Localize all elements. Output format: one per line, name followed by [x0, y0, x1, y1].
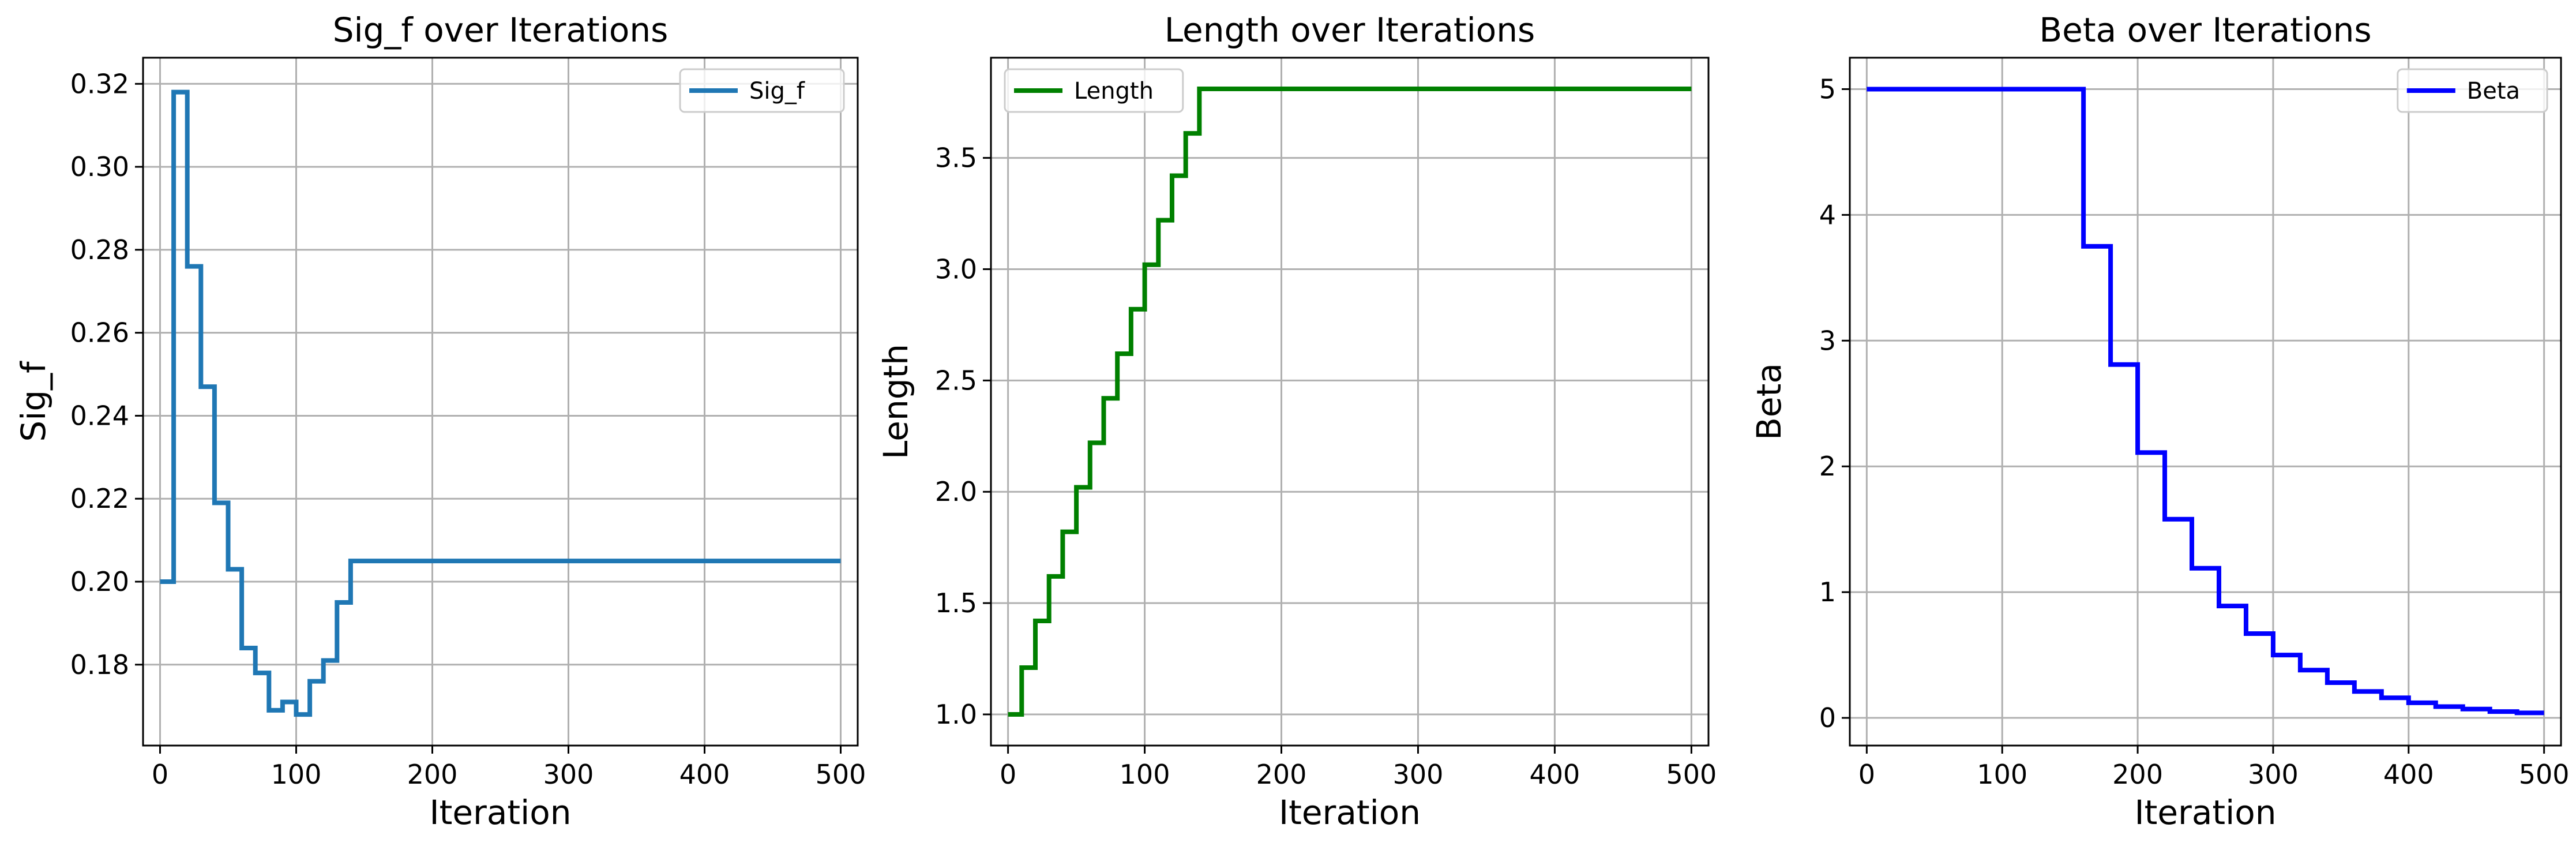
x-tick-label: 500 [1666, 759, 1717, 790]
x-tick-label: 400 [679, 759, 730, 790]
x-tick-label: 100 [1120, 759, 1170, 790]
y-tick-label: 5 [1819, 73, 1836, 104]
series-line-sig_f [160, 89, 841, 717]
x-tick-label: 100 [271, 759, 322, 790]
x-tick-label: 200 [1256, 759, 1307, 790]
x-tick-label: 200 [407, 759, 458, 790]
legend-box [2397, 68, 2548, 113]
axes-frame [1849, 57, 2562, 747]
y-tick-label: 1.0 [935, 699, 977, 730]
x-tick-label: 300 [2248, 759, 2299, 790]
y-tick-label: 2 [1819, 451, 1836, 482]
chart-title: Sig_f over Iterations [333, 10, 669, 50]
y-tick-label: 0.20 [70, 566, 129, 597]
legend-box [1004, 68, 1184, 113]
y-tick-label: 0 [1819, 702, 1836, 733]
axes-frame [990, 57, 1710, 747]
x-tick-label: 200 [2112, 759, 2163, 790]
legend-box [679, 68, 845, 113]
legend: Length [1004, 68, 1184, 113]
y-tick-label: 1 [1819, 576, 1836, 608]
legend-label: Sig_f [749, 78, 805, 104]
x-tick-label: 300 [543, 759, 594, 790]
x-tick-label: 300 [1393, 759, 1444, 790]
x-axis-label: Iteration [429, 793, 571, 832]
legend: Sig_f [679, 68, 845, 113]
subplot-3: 0 100 200 300 400 500 0 1 2 3 4 5 Beta over Iteratio… [1749, 10, 2570, 832]
x-tick-label: 500 [816, 759, 866, 790]
y-tick-label: 4 [1819, 199, 1836, 230]
chart-title: Beta over Iterations [2039, 10, 2371, 50]
y-tick-label: 2.5 [935, 365, 977, 396]
y-tick-label: 0.26 [70, 317, 129, 349]
y-axis-label: Beta [1749, 363, 1789, 440]
subplot-1: 0 100 200 300 400 500 0.18 0.20 0.22 0.24 0.26 0.28… [14, 10, 866, 832]
x-tick-label: 400 [2383, 759, 2434, 790]
y-tick-label: 3.0 [935, 253, 977, 284]
y-tick-label: 3 [1819, 325, 1836, 356]
y-tick-label: 2.0 [935, 476, 977, 507]
x-tick-label: 400 [1530, 759, 1580, 790]
y-axis-label: Length [876, 344, 915, 459]
subplot-2: 0 100 200 300 400 500 1.0 1.5 2.0 2.5 3.0 3.5 Length… [876, 10, 1717, 832]
y-tick-label: 0.24 [70, 400, 129, 431]
y-tick-label: 0.22 [70, 483, 129, 514]
y-tick-label: 0.28 [70, 234, 129, 265]
x-axis-label: Iteration [2134, 793, 2276, 832]
chart-title: Length over Iterations [1165, 10, 1535, 50]
legend-label: Length [1074, 78, 1154, 104]
x-axis-label: Iteration [1279, 793, 1421, 832]
axes-frame [142, 57, 859, 747]
x-tick-label: 0 [1000, 759, 1016, 790]
y-tick-label: 1.5 [935, 587, 977, 619]
y-axis-label: Sig_f [14, 361, 53, 442]
y-tick-label: 0.18 [70, 649, 129, 680]
legend: Beta [2397, 68, 2548, 113]
x-tick-label: 100 [1977, 759, 2027, 790]
y-tick-label: 0.30 [70, 151, 129, 182]
y-tick-label: 3.5 [935, 143, 977, 174]
legend-label: Beta [2467, 78, 2520, 104]
x-tick-label: 0 [1858, 759, 1875, 790]
series-line-length [1008, 87, 1692, 717]
x-tick-label: 0 [152, 759, 168, 790]
series-line-beta [1867, 87, 2544, 716]
x-tick-label: 500 [2519, 759, 2570, 790]
y-tick-label: 0.32 [70, 68, 129, 99]
